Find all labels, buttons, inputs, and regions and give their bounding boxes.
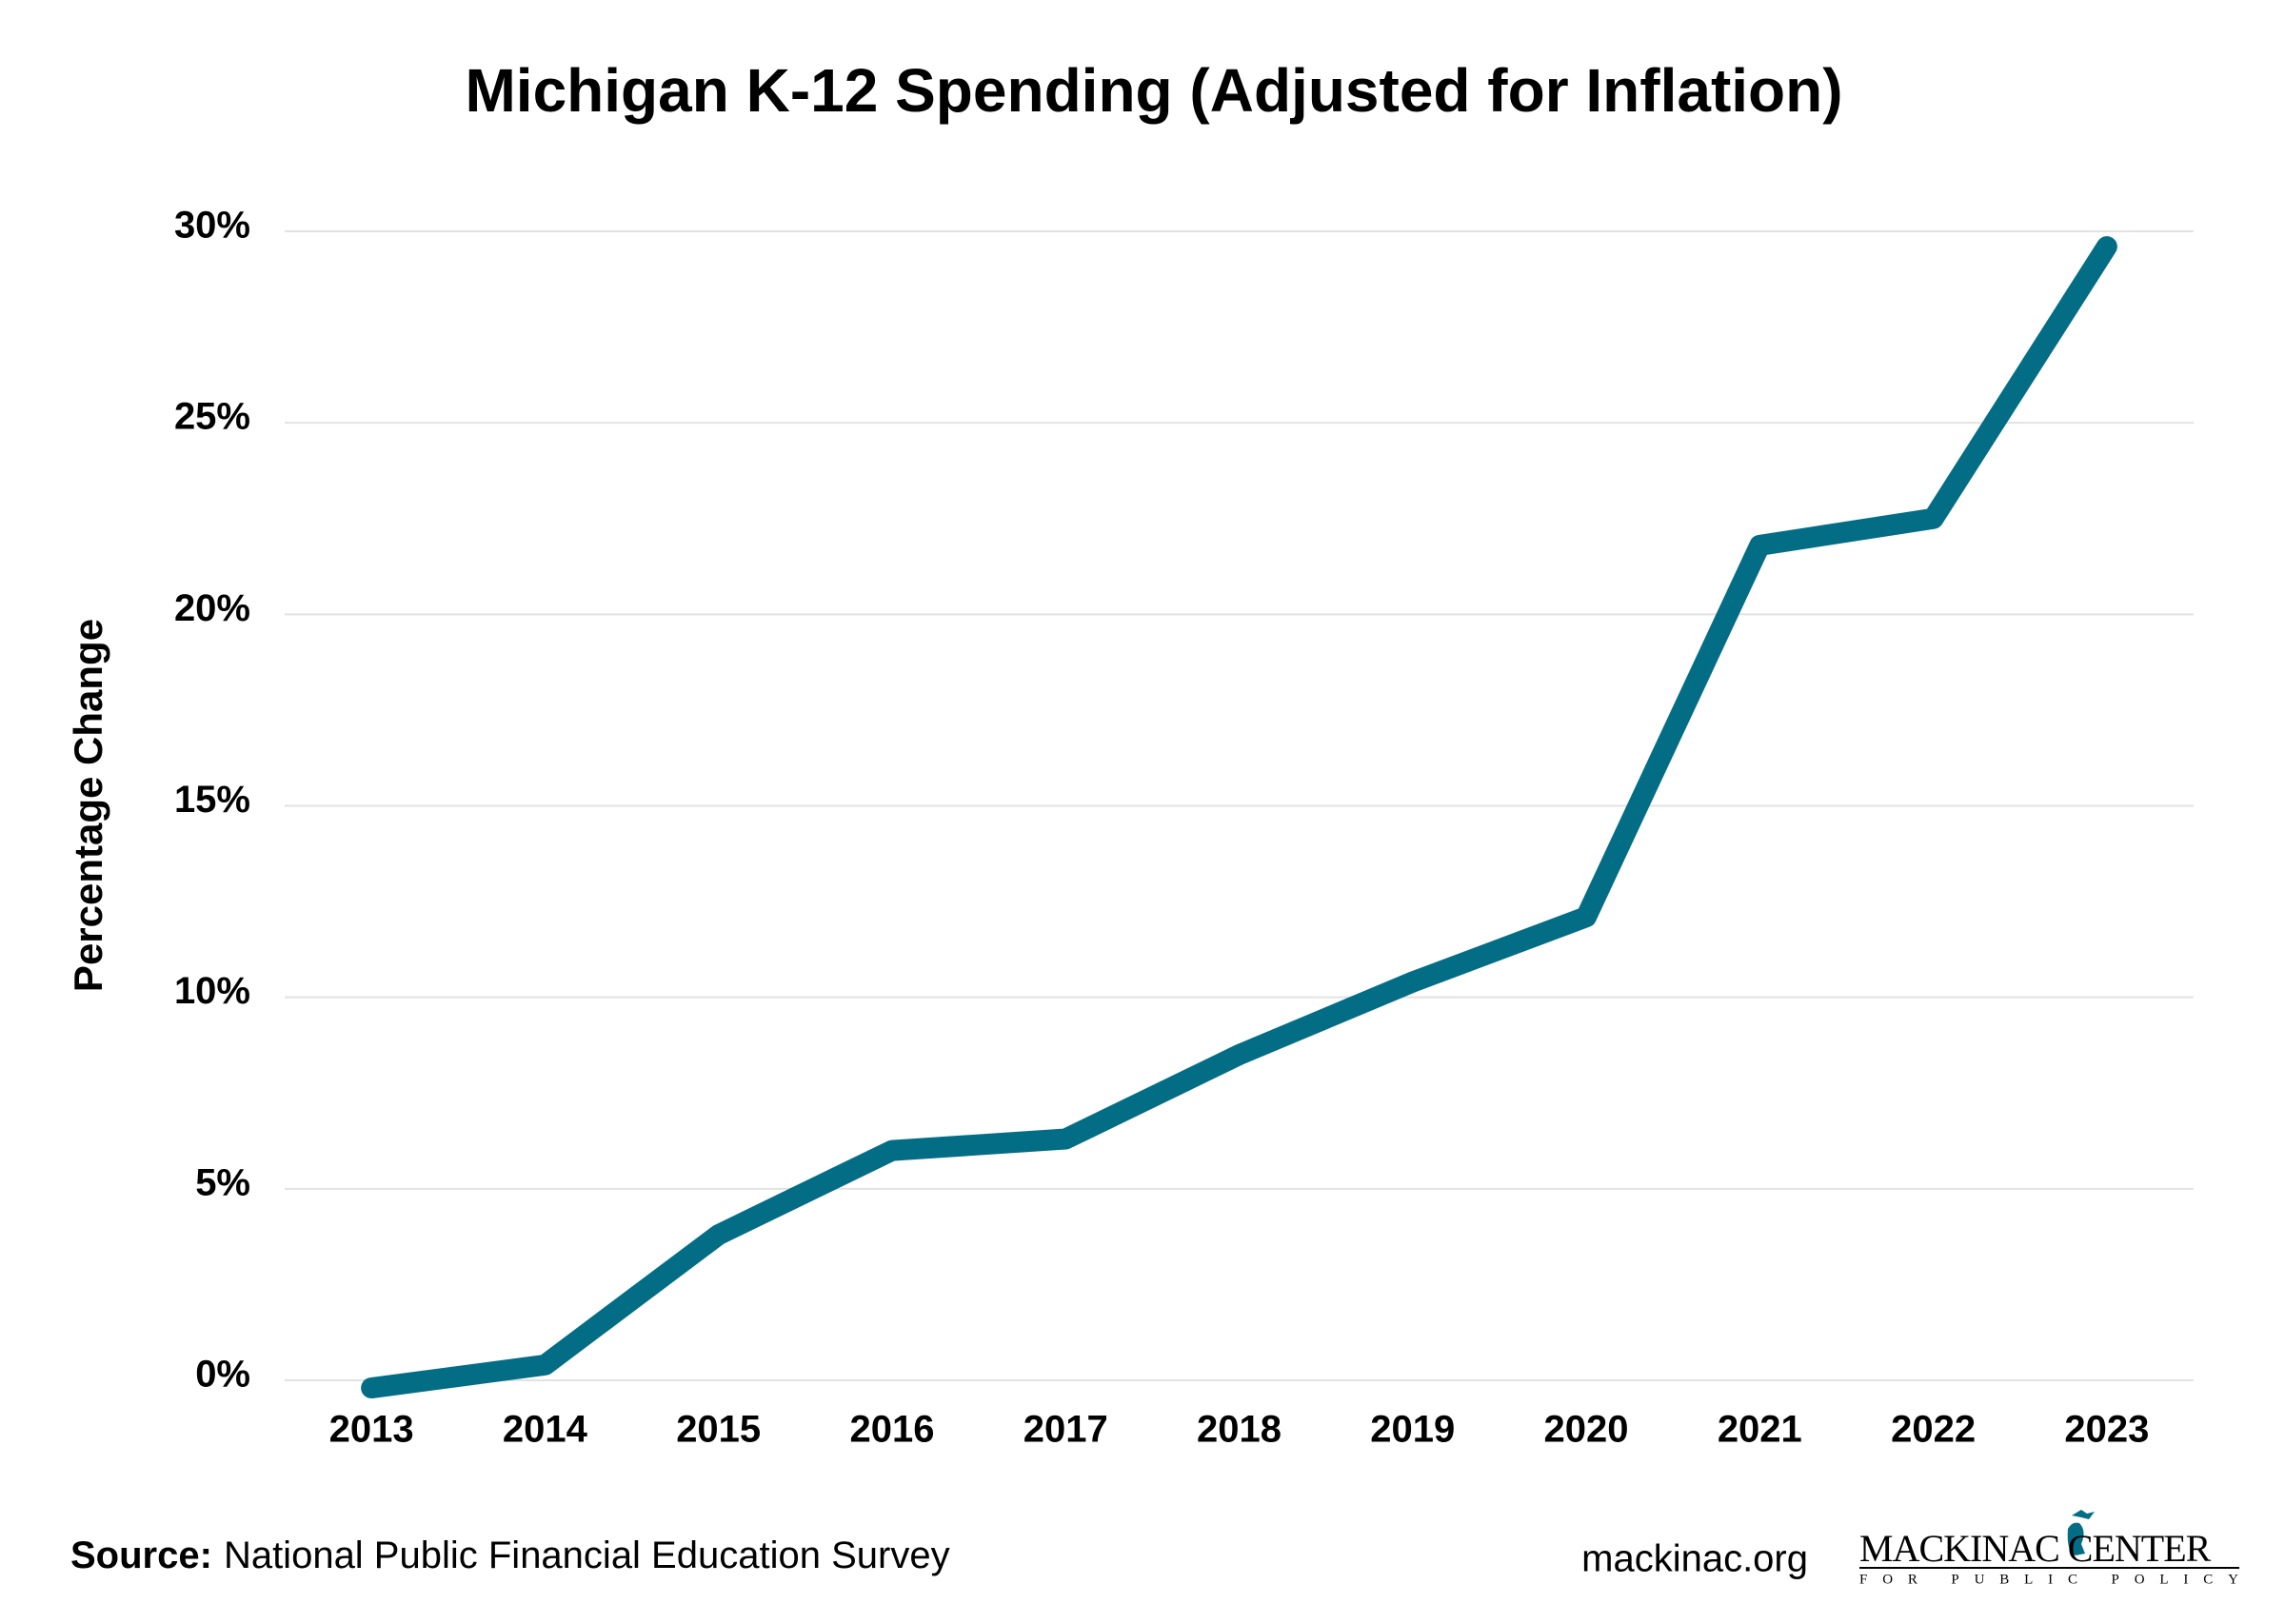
y-tick-label: 5% [195,1161,250,1203]
data-line [361,236,2117,1399]
x-tick-label: 2014 [503,1409,588,1451]
source-text: National Public Financial Education Surv… [224,1535,950,1576]
y-tick-label: 20% [174,587,250,629]
x-tick-label: 2015 [676,1409,761,1451]
logo-icon [2067,1510,2095,1555]
x-tick-label: 2021 [1718,1409,1802,1451]
y-axis-title: Percentage Change [66,619,110,992]
x-tick-label: 2019 [1370,1409,1455,1451]
chart-title: Michigan K-12 Spending (Adjusted for Inf… [465,56,1842,125]
logo-name: MACKINAC CENTER [1859,1527,2212,1570]
x-tick-label: 2017 [1023,1409,1108,1451]
source-note: Source: National Public Financial Educati… [70,1535,950,1576]
x-tick-label: 2016 [849,1409,934,1451]
y-tick-label: 25% [174,396,250,438]
y-tick-label: 10% [174,970,250,1012]
x-tick-label: 2018 [1197,1409,1282,1451]
x-tick-label: 2022 [1891,1409,1976,1451]
x-tick-label: 2020 [1544,1409,1629,1451]
website: mackinac.org [1581,1538,1808,1580]
y-tick-label: 0% [195,1354,250,1396]
logo-tagline: FOR PUBLIC POLICY [1859,1572,2238,1587]
source-label: Source: [70,1535,212,1576]
y-tick-label: 30% [174,205,250,247]
y-tick-label: 15% [174,779,250,821]
x-tick-label: 2013 [329,1409,414,1451]
x-tick-label: 2023 [2064,1409,2149,1451]
